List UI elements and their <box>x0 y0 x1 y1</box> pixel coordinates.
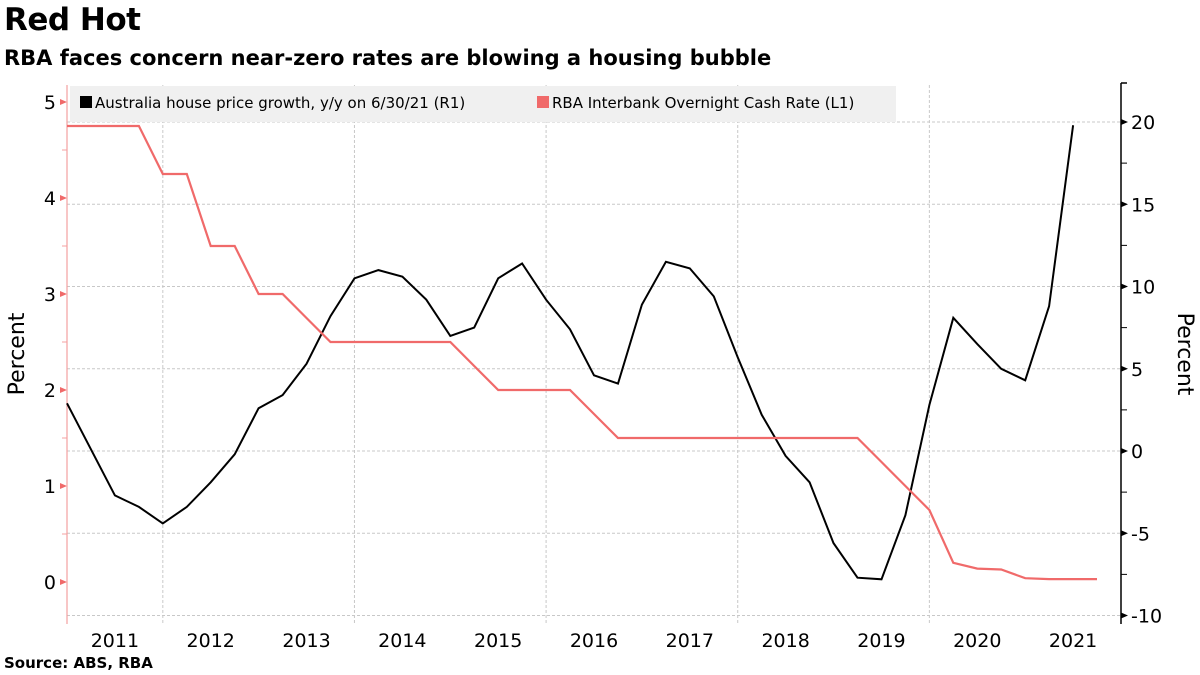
x-tick-label: 2019 <box>857 630 905 652</box>
source-note: Source: ABS, RBA <box>4 654 153 672</box>
left-axis-title: Percent <box>5 312 30 395</box>
chart-title: Red Hot <box>4 2 141 38</box>
x-tick-label: 2014 <box>378 630 426 652</box>
x-tick-label: 2017 <box>666 630 714 652</box>
left-tick-marker <box>60 99 67 105</box>
house-price-growth-line <box>66 125 1075 581</box>
legend-swatch-cash-rate <box>537 96 549 108</box>
x-tick-label: 2015 <box>474 630 522 652</box>
gridlines <box>67 85 1121 624</box>
right-tick-marker <box>1121 283 1128 290</box>
left-tick-marker <box>60 291 67 297</box>
cash-rate-line <box>67 124 1097 581</box>
right-tick-marker <box>1121 119 1128 125</box>
right-axis-ticks: -10 -5 0 5 10 15 20 <box>1121 112 1162 628</box>
left-tick-marker <box>60 387 67 393</box>
right-tick-label: 20 <box>1131 112 1155 134</box>
right-axis-title: Percent <box>1172 313 1197 396</box>
x-tick-label: 2011 <box>91 630 139 652</box>
series-lines <box>66 124 1097 581</box>
right-tick-label: 15 <box>1131 194 1155 216</box>
chart-subtitle: RBA faces concern near-zero rates are bl… <box>4 46 772 70</box>
right-tick-label: 0 <box>1131 441 1143 463</box>
left-tick-label: 5 <box>44 92 56 114</box>
right-tick-marker <box>1121 448 1128 454</box>
left-tick-label: 0 <box>44 572 56 594</box>
right-tick-marker <box>1121 530 1128 537</box>
legend-swatch-house-price <box>80 96 92 108</box>
right-tick-marker <box>1121 612 1128 619</box>
left-tick-label: 3 <box>44 284 56 306</box>
right-tick-label: -10 <box>1131 606 1162 628</box>
x-axis-ticks: 2011 2012 2013 2014 2015 2016 2017 2018 2019 2020… <box>91 630 1098 652</box>
x-tick-label: 2018 <box>761 630 809 652</box>
x-tick-label: 2016 <box>570 630 618 652</box>
right-tick-label: -5 <box>1131 523 1150 545</box>
left-tick-marker <box>60 483 67 489</box>
right-tick-marker <box>1121 365 1128 372</box>
left-tick-marker <box>60 579 67 585</box>
left-tick-label: 1 <box>44 476 56 498</box>
left-axis-ticks: 0 1 2 3 4 5 <box>44 92 67 594</box>
legend: Australia house price growth, y/y on 6/3… <box>80 94 854 112</box>
right-tick-marker <box>1121 201 1128 208</box>
x-tick-label: 2020 <box>953 630 1001 652</box>
right-tick-label: 5 <box>1131 359 1143 381</box>
left-tick-marker <box>60 195 67 201</box>
x-tick-label: 2021 <box>1049 630 1097 652</box>
legend-background <box>70 86 896 122</box>
legend-label-cash-rate: RBA Interbank Overnight Cash Rate (L1) <box>552 94 854 112</box>
x-tick-label: 2013 <box>282 630 330 652</box>
left-tick-label: 4 <box>44 188 56 210</box>
left-tick-label: 2 <box>44 380 56 402</box>
legend-label-house-price: Australia house price growth, y/y on 6/3… <box>95 94 465 112</box>
x-tick-label: 2012 <box>187 630 235 652</box>
right-tick-label: 10 <box>1131 277 1155 299</box>
